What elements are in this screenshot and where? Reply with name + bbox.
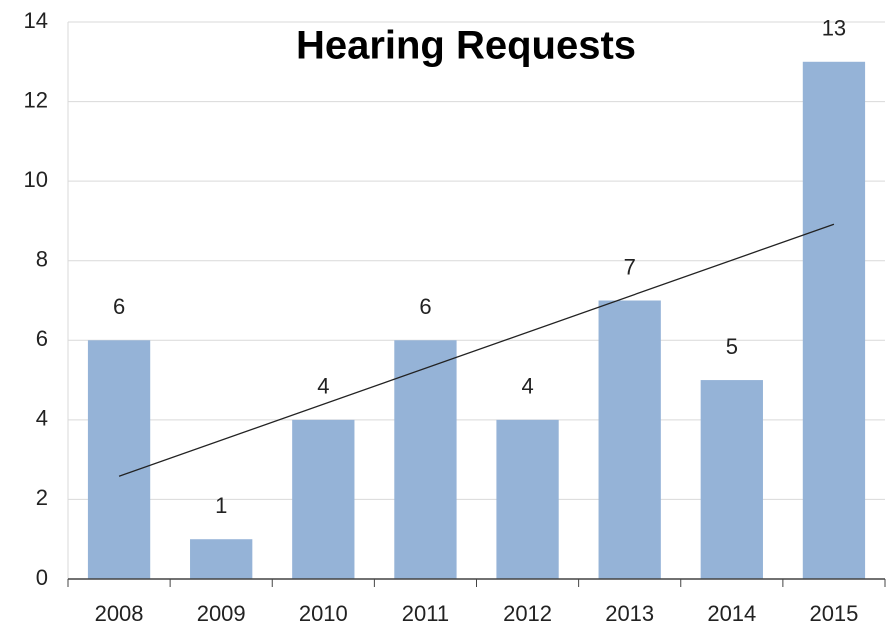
data-label: 4 — [317, 374, 329, 399]
bar — [598, 300, 661, 579]
y-tick-label: 14 — [24, 8, 48, 33]
data-label: 13 — [822, 16, 846, 41]
bar — [802, 61, 866, 580]
data-label: 5 — [726, 334, 738, 359]
trendline — [118, 223, 835, 477]
x-tick-label: 2012 — [503, 601, 552, 626]
x-tick-label: 2009 — [197, 601, 246, 626]
data-label: 7 — [624, 254, 636, 279]
x-tick-label: 2015 — [809, 601, 858, 626]
y-tick-label: 12 — [24, 87, 48, 112]
bar — [190, 539, 253, 579]
y-tick-label: 10 — [24, 167, 48, 192]
bar — [87, 340, 151, 579]
x-tick-label: 2008 — [95, 601, 144, 626]
y-tick-label: 4 — [36, 406, 48, 431]
y-tick-label: 2 — [36, 485, 48, 510]
x-tick-label: 2011 — [402, 601, 449, 626]
y-tick-label: 6 — [36, 326, 48, 351]
y-tick-label: 0 — [36, 565, 48, 590]
x-tick-label: 2013 — [605, 601, 654, 626]
x-tick-label: 2010 — [299, 601, 348, 626]
data-label: 4 — [521, 374, 533, 399]
x-tick-label: 2014 — [707, 601, 756, 626]
bar — [496, 419, 559, 579]
chart-title: Hearing Requests — [296, 24, 636, 68]
bar — [394, 340, 457, 579]
y-tick-label: 8 — [36, 247, 48, 272]
data-label: 1 — [215, 493, 227, 518]
data-label: 6 — [113, 294, 125, 319]
bar — [700, 380, 763, 579]
data-label: 6 — [419, 294, 431, 319]
bar — [292, 419, 355, 579]
